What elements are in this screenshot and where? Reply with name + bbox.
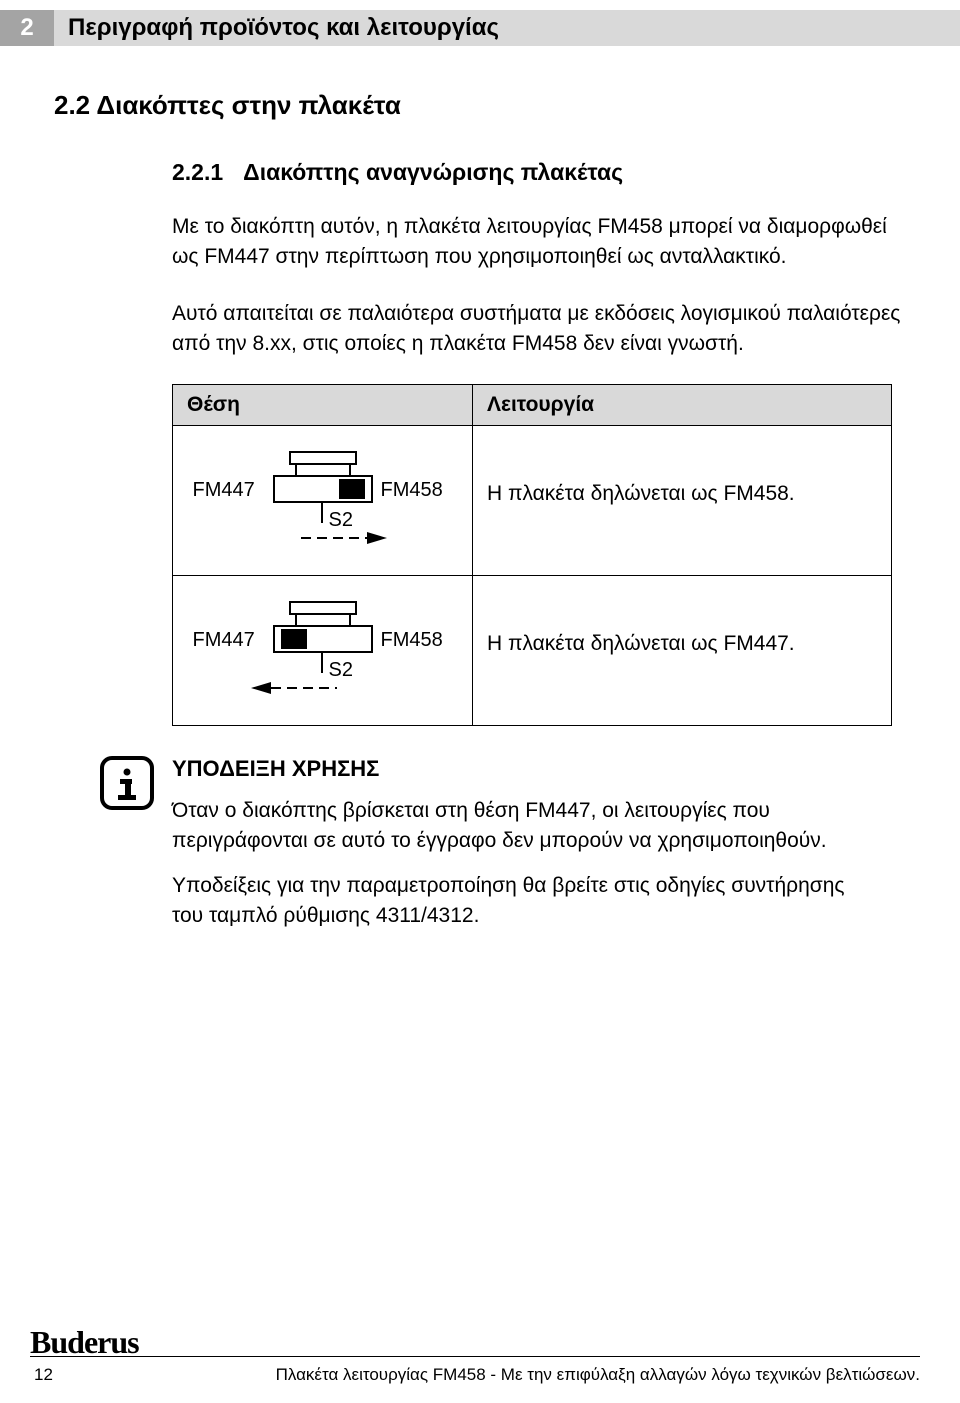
subsection-number: 2.2.1 — [172, 159, 223, 186]
switch-s2-label: S2 — [329, 659, 353, 682]
info-note: ΥΠΟΔΕΙΞΗ ΧΡΗΣΗΣ Όταν ο διακόπτης βρίσκετ… — [100, 756, 906, 946]
switch-label-right: FM458 — [381, 629, 443, 652]
switch-description: Η πλακέτα δηλώνεται ως FM458. — [473, 426, 891, 575]
table-header-function: Λειτουργία — [473, 385, 891, 425]
table-row: FM447 FM458 S2 Η πλακέτα δηλώνεται ως FM… — [173, 575, 891, 725]
table-row: FM447 FM458 S2 Η πλακέτα δηλώνεται ως FM… — [173, 425, 891, 575]
chapter-header: 2 Περιγραφή προϊόντος και λειτουργίας — [0, 10, 960, 46]
chapter-title: Περιγραφή προϊόντος και λειτουργίας — [54, 10, 960, 46]
info-icon — [100, 756, 154, 810]
table-header-row: Θέση Λειτουργία — [173, 385, 891, 425]
arrow-left-icon — [251, 681, 337, 695]
chapter-number: 2 — [0, 10, 54, 46]
switch-label-left: FM447 — [193, 479, 255, 502]
table-header-position: Θέση — [173, 385, 473, 425]
arrow-right-icon — [301, 531, 387, 545]
switch-diagram-fm447: FM447 FM458 S2 — [193, 595, 453, 705]
switch-description: Η πλακέτα δηλώνεται ως FM447. — [473, 576, 891, 725]
switch-s2-label: S2 — [329, 509, 353, 532]
footer-text: Πλακέτα λειτουργίας FM458 - Με την επιφύ… — [276, 1365, 920, 1385]
switch-diagram-cell: FM447 FM458 S2 — [173, 576, 473, 725]
page-number: 12 — [34, 1365, 53, 1385]
switch-table: Θέση Λειτουργία FM447 FM458 S2 — [172, 384, 892, 726]
info-title: ΥΠΟΔΕΙΞΗ ΧΡΗΣΗΣ — [172, 756, 872, 782]
switch-diagram-fm458: FM447 FM458 S2 — [193, 445, 453, 555]
info-paragraph: Όταν ο διακόπτης βρίσκεται στη θέση FM44… — [172, 796, 872, 857]
switch-label-left: FM447 — [193, 629, 255, 652]
page-footer: 12 Πλακέτα λειτουργίας FM458 - Με την επ… — [0, 1356, 960, 1385]
paragraph: Με το διακόπτη αυτόν, η πλακέτα λειτουργ… — [172, 212, 906, 273]
paragraph: Αυτό απαιτείται σε παλαιότερα συστήματα … — [172, 299, 906, 360]
subsection-heading: 2.2.1 Διακόπτης αναγνώρισης πλακέτας — [172, 159, 906, 186]
switch-diagram-cell: FM447 FM458 S2 — [173, 426, 473, 575]
info-paragraph: Υποδείξεις για την παραμετροποίηση θα βρ… — [172, 871, 872, 932]
subsection-title: Διακόπτης αναγνώρισης πλακέτας — [243, 159, 623, 186]
switch-label-right: FM458 — [381, 479, 443, 502]
section-heading: 2.2 Διακόπτες στην πλακέτα — [54, 90, 906, 121]
